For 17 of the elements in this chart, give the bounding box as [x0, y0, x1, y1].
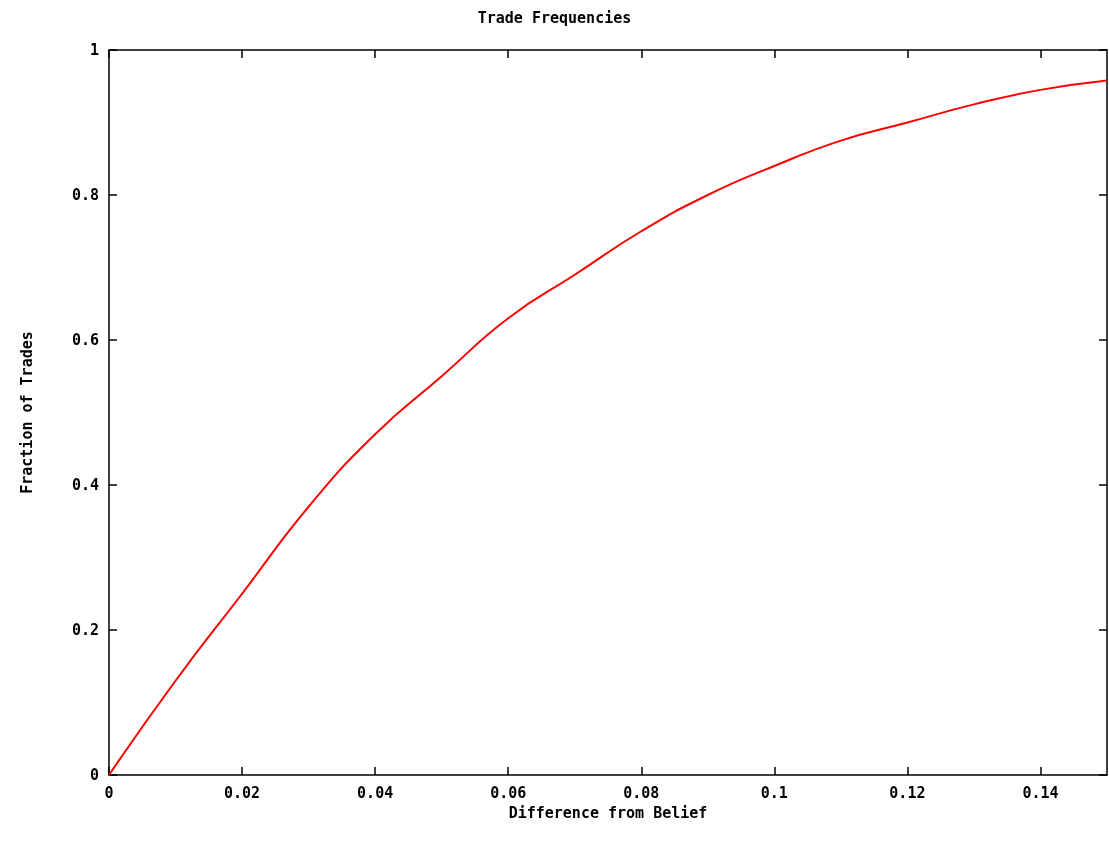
x-tick-label: 0.14: [1022, 783, 1059, 802]
chart-title: Trade Frequencies: [477, 8, 632, 27]
x-tick-label: 0.1: [760, 783, 788, 802]
y-tick-label: 0.6: [71, 331, 99, 349]
x-tick-label: 0.04: [357, 783, 394, 802]
x-tick-label: 0.12: [889, 783, 926, 802]
x-axis-title: Difference from Belief: [508, 803, 708, 822]
y-tick-label: 0.8: [71, 186, 99, 204]
x-tick-label: 0.06: [490, 783, 527, 802]
y-axis-title: Fraction of Trades: [17, 331, 36, 494]
x-tick-label: 0.08: [623, 783, 660, 802]
x-tick-label: 0: [104, 783, 114, 802]
y-tick-label: 0.2: [71, 621, 99, 639]
y-tick-label: 1: [89, 41, 99, 59]
x-tick-label: 0.02: [224, 783, 261, 802]
y-tick-label: 0: [89, 766, 99, 784]
y-tick-label: 0.4: [71, 476, 99, 494]
